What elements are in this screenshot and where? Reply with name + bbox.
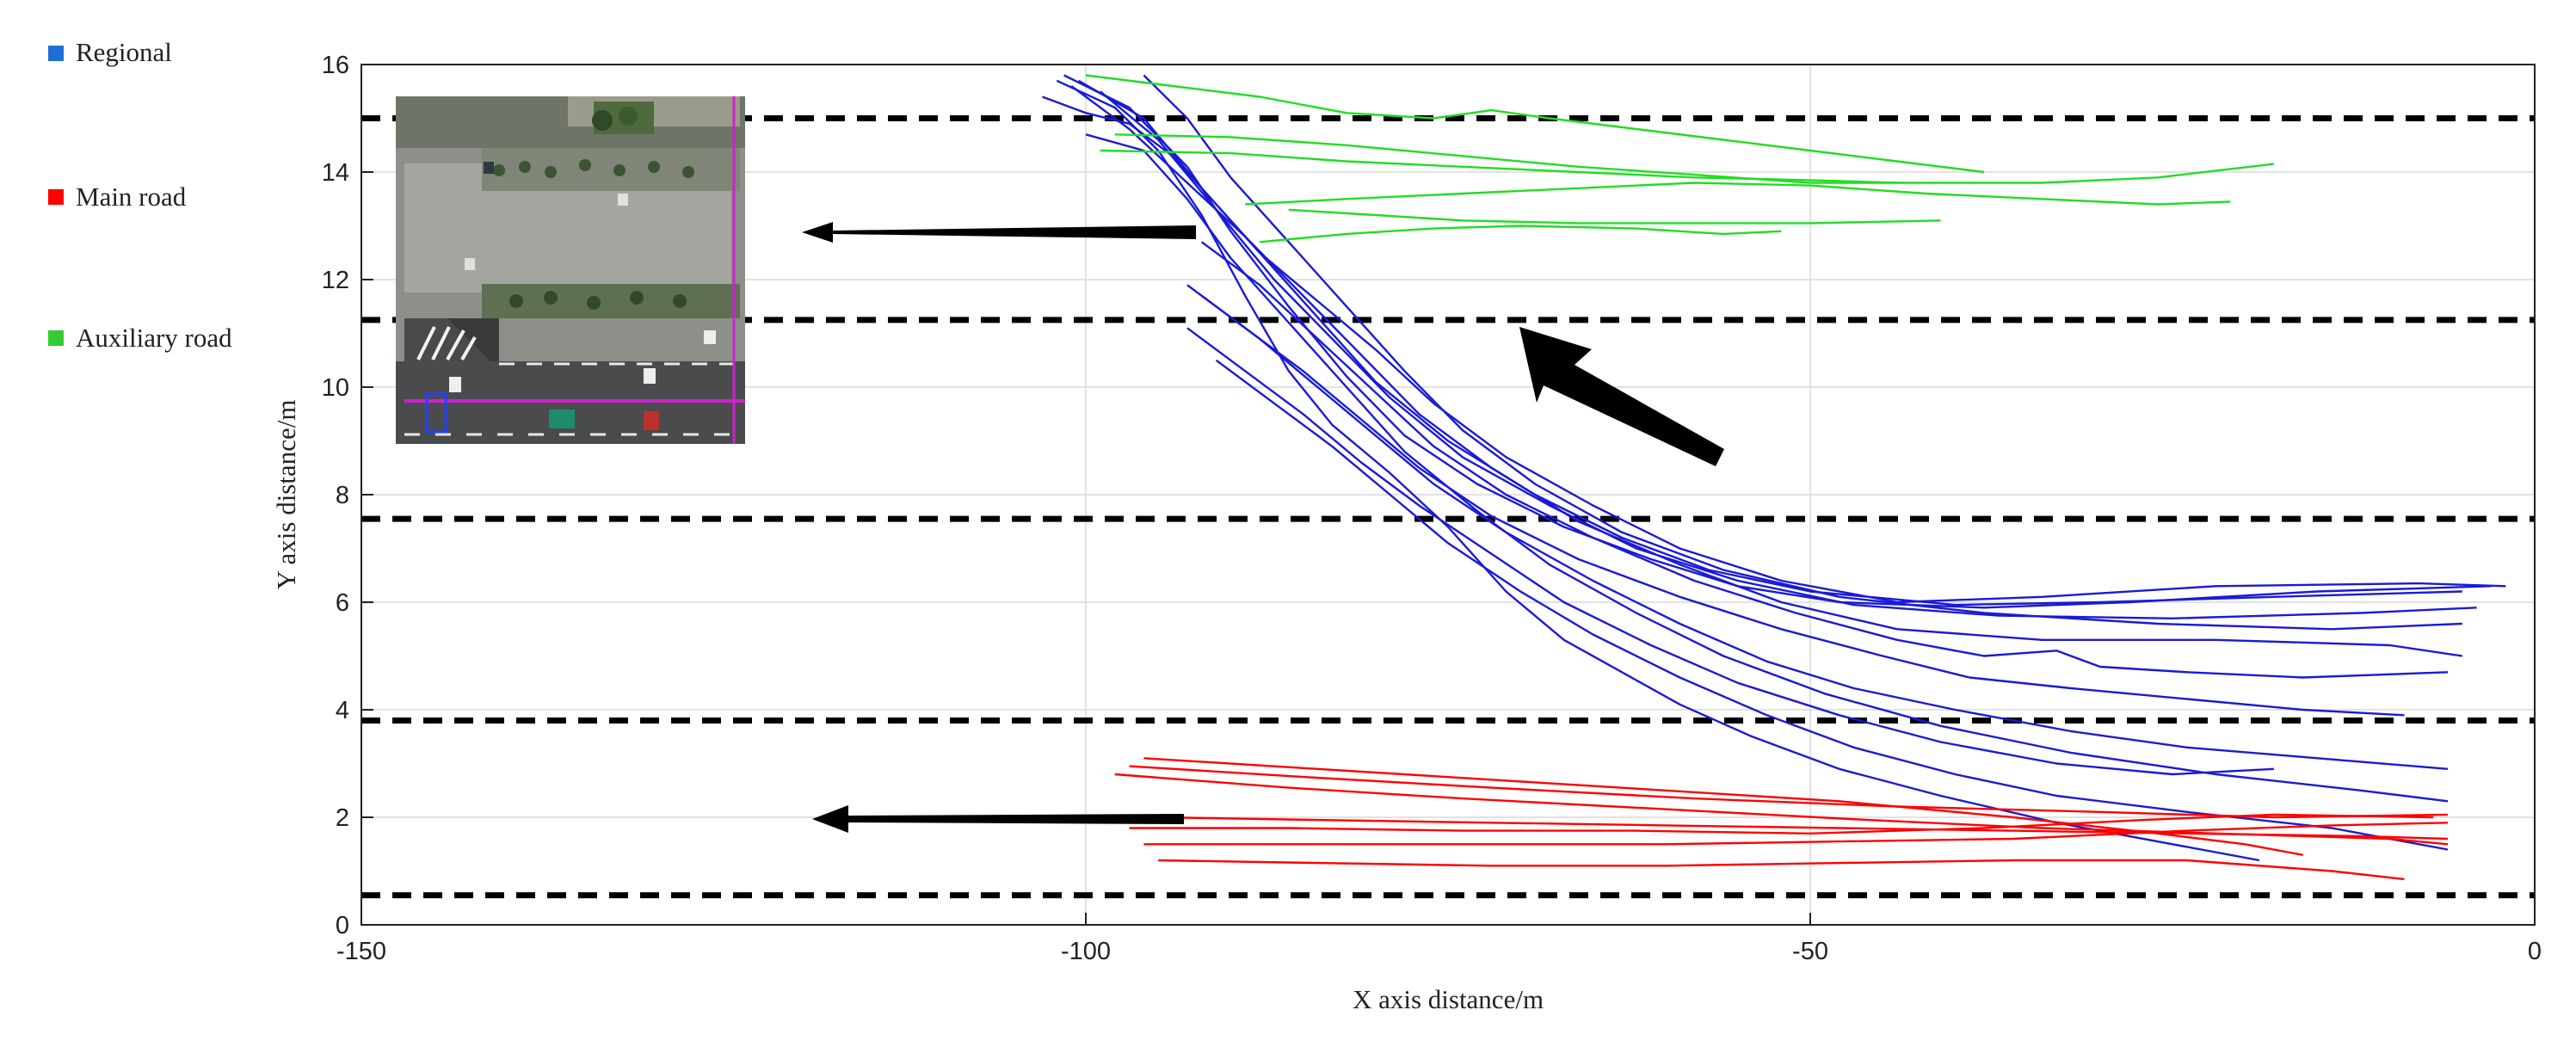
left-arrow-upper xyxy=(802,222,1196,243)
legend: Regional Main road Auxiliary road xyxy=(48,37,232,353)
trajectory-series xyxy=(1042,74,2506,881)
trajectory-auxiliary-road-23 xyxy=(1245,182,2231,206)
y-tick-label: 6 xyxy=(336,589,349,617)
up-left-arrow xyxy=(1519,327,1724,466)
x-tick-label: 0 xyxy=(2528,938,2542,965)
y-axis-title: Y axis distance/m xyxy=(271,400,301,590)
y-tick-label: 14 xyxy=(322,159,349,187)
direction-arrows xyxy=(802,222,1724,833)
y-tick-label: 10 xyxy=(322,374,349,402)
trajectory-auxiliary-road-24 xyxy=(1259,225,1782,243)
trajectory-regional-5 xyxy=(1200,241,2449,679)
trajectory-auxiliary-road-25 xyxy=(1288,208,1941,225)
trajectory-regional-11 xyxy=(1085,133,2449,803)
aerial-inset-image xyxy=(396,96,745,444)
legend-label-auxiliary-road: Auxiliary road xyxy=(76,323,232,353)
trajectory-regional-2 xyxy=(1100,90,2477,619)
trajectory-auxiliary-road-22 xyxy=(1100,149,1898,184)
y-tick-label: 16 xyxy=(322,52,349,79)
trajectory-main-road-19 xyxy=(1129,813,2434,835)
y-tick-label: 0 xyxy=(336,912,349,939)
trajectory-regional-7 xyxy=(1200,294,2449,770)
trajectory-regional-8 xyxy=(1186,327,2274,776)
x-tick-label: -50 xyxy=(1792,938,1828,965)
trajectory-regional-3 xyxy=(1143,74,2462,631)
lane-lines xyxy=(361,115,2535,899)
y-tick-label: 2 xyxy=(336,804,349,832)
x-axis-title: X axis distance/m xyxy=(1353,984,1544,1014)
trajectory-main-road-17 xyxy=(1143,822,2449,846)
legend-swatch-regional xyxy=(48,46,64,61)
axis-ticks: -150 -100 -50 0 0 2 4 6 8 10 12 14 16 xyxy=(322,52,2542,965)
trajectory-regional-12 xyxy=(1042,95,2506,604)
trajectory-main-road-16 xyxy=(1158,816,2449,841)
y-tick-label: 4 xyxy=(336,697,349,724)
trajectory-regional-10 xyxy=(1056,79,2260,862)
legend-swatch-main-road xyxy=(48,189,64,205)
x-tick-label: -100 xyxy=(1061,938,1111,965)
x-tick-label: -150 xyxy=(336,938,386,965)
trajectory-regional-4 xyxy=(1070,85,2462,657)
left-arrow-lower xyxy=(812,805,1184,833)
trajectory-regional-0 xyxy=(1063,74,2492,609)
trajectory-regional-9 xyxy=(1215,359,2449,851)
legend-label-main-road: Main road xyxy=(76,182,187,212)
trajectory-auxiliary-road-21 xyxy=(1114,133,2275,184)
trajectory-auxiliary-road-20 xyxy=(1085,74,1985,174)
trajectory-regional-6 xyxy=(1186,284,2405,717)
trajectory-main-road-15 xyxy=(1143,757,2303,856)
y-tick-label: 8 xyxy=(336,482,349,509)
legend-swatch-auxiliary-road xyxy=(48,330,64,346)
trajectory-main-road-14 xyxy=(1114,773,2449,846)
y-tick-label: 12 xyxy=(322,267,349,294)
trajectory-main-road-18 xyxy=(1158,859,2405,881)
legend-label-regional: Regional xyxy=(76,37,172,67)
